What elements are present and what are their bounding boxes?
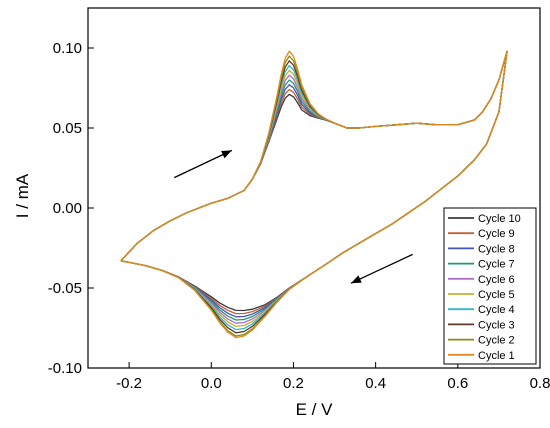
x-axis-label: E / V — [296, 400, 334, 419]
legend-entry: Cycle 9 — [478, 228, 515, 240]
legend-entry: Cycle 5 — [478, 289, 515, 301]
scan-direction-arrows — [174, 149, 413, 284]
y-axis-ticks: -0.10 -0.05 0.00 0.05 0.10 — [48, 40, 94, 377]
cv-curves — [120, 50, 508, 339]
x-tick-label: -0.2 — [116, 375, 142, 392]
y-tick-label: -0.05 — [48, 280, 82, 297]
legend-entry: Cycle 6 — [478, 274, 515, 286]
x-tick-label: 0.6 — [447, 375, 468, 392]
x-tick-label: 0.2 — [283, 375, 304, 392]
x-axis-ticks: -0.2 0.0 0.2 0.4 0.6 0.8 — [116, 362, 550, 392]
reverse-scan-arrow — [350, 253, 413, 284]
legend-entry: Cycle 10 — [478, 213, 521, 225]
y-axis-label: I / mA — [13, 173, 32, 218]
legend-entry: Cycle 8 — [478, 243, 515, 255]
x-tick-label: 0.8 — [530, 375, 550, 392]
legend: Cycle 10 Cycle 9 Cycle 8 Cycle 7 Cycle 6 Cycl… — [443, 207, 537, 365]
y-tick-label: 0.00 — [53, 200, 82, 217]
y-tick-label: -0.10 — [48, 360, 82, 377]
x-tick-label: 0.0 — [201, 375, 222, 392]
legend-entry: Cycle 7 — [478, 259, 515, 271]
legend-entry: Cycle 3 — [478, 319, 515, 331]
plot-frame — [87, 7, 541, 369]
forward-scan-arrow-head — [221, 150, 232, 159]
y-tick-label: 0.05 — [53, 120, 82, 137]
cv-curve-cycle-1 — [120, 50, 508, 339]
x-tick-label: 0.4 — [365, 375, 386, 392]
legend-entry: Cycle 1 — [478, 350, 515, 362]
y-tick-label: 0.10 — [53, 40, 82, 57]
legend-entry: Cycle 4 — [478, 304, 515, 316]
reverse-scan-arrow-head — [350, 275, 362, 284]
forward-scan-arrow — [174, 149, 233, 179]
legend-entry: Cycle 2 — [478, 335, 515, 347]
